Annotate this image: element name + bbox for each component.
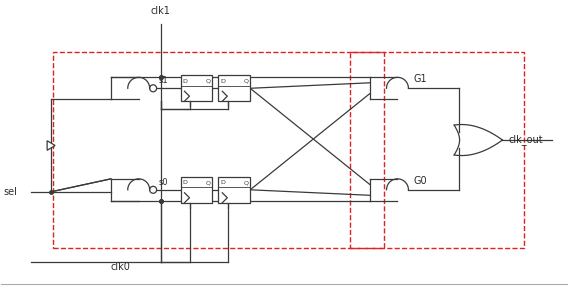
Text: s0: s0	[159, 178, 168, 187]
Text: Q: Q	[243, 78, 248, 83]
Bar	[218, 177, 250, 203]
Text: s1: s1	[159, 76, 168, 85]
Text: G1: G1	[413, 74, 427, 84]
Bar	[53, 53, 383, 248]
Text: G0: G0	[413, 176, 427, 186]
Bar	[350, 53, 524, 248]
Bar	[218, 75, 250, 101]
Text: clk0: clk0	[111, 263, 131, 272]
Bar	[180, 75, 213, 101]
Text: Q: Q	[205, 180, 210, 185]
Text: Q: Q	[205, 78, 210, 83]
Text: D: D	[220, 180, 225, 185]
Text: clk1: clk1	[151, 6, 171, 16]
Bar	[180, 177, 213, 203]
Polygon shape	[47, 141, 55, 150]
Text: clk_out: clk_out	[508, 135, 543, 145]
Text: sel: sel	[3, 187, 17, 197]
Text: D: D	[182, 180, 187, 185]
Text: Q: Q	[243, 180, 248, 185]
Text: D: D	[220, 78, 225, 83]
Text: D: D	[182, 78, 187, 83]
